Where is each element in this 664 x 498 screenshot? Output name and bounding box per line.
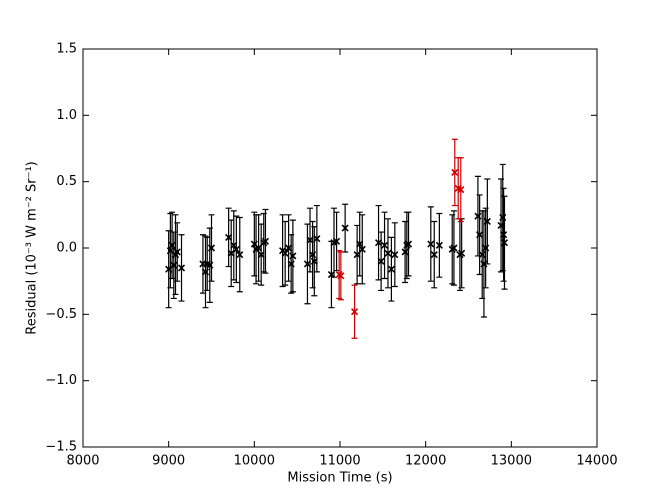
x-tick-label: 12000 [405, 454, 446, 469]
marker [261, 237, 270, 245]
y-tick-label: 0.0 [56, 241, 77, 256]
x-tick-label: 9000 [152, 454, 185, 469]
x-tick-label: 11000 [319, 454, 360, 469]
marker [435, 241, 443, 249]
marker [384, 249, 392, 257]
marker [458, 249, 466, 257]
x-tick-label: 13000 [491, 454, 532, 469]
marker [391, 251, 399, 259]
plot-frame [82, 48, 598, 448]
marker [341, 224, 349, 232]
marker [380, 241, 389, 249]
marker [404, 240, 413, 248]
marker [500, 239, 509, 247]
x-tick-label: 10000 [234, 454, 275, 469]
marker [236, 251, 244, 259]
marker [289, 252, 297, 260]
y-tick-label: 1.5 [56, 42, 77, 57]
marker [377, 257, 385, 265]
y-axis-label: Residual (10⁻³ W m⁻² Sr⁻¹) [25, 161, 40, 334]
marker [207, 244, 216, 252]
marker [333, 237, 341, 245]
x-axis-label: Mission Time (s) [287, 471, 392, 486]
y-tick-label: 0.5 [56, 174, 77, 189]
marker [173, 248, 181, 256]
marker [500, 231, 508, 239]
marker [457, 186, 465, 194]
marker [232, 245, 240, 253]
x-tick-label: 8000 [66, 454, 99, 469]
marker [177, 264, 186, 272]
marker [313, 235, 321, 243]
y-tick-label: −0.5 [45, 307, 77, 322]
marker [451, 168, 459, 176]
marker [430, 251, 438, 259]
marker [427, 240, 435, 248]
marker [450, 244, 458, 252]
y-tick-label: −1.5 [45, 440, 77, 455]
marker [350, 308, 359, 316]
x-tick-label: 14000 [576, 454, 617, 469]
y-tick-label: −1.0 [45, 373, 77, 388]
marker [387, 265, 395, 273]
marker [337, 272, 345, 280]
y-tick-label: 1.0 [56, 108, 77, 123]
marker [281, 249, 289, 257]
marker [483, 217, 491, 226]
marker [358, 245, 366, 253]
